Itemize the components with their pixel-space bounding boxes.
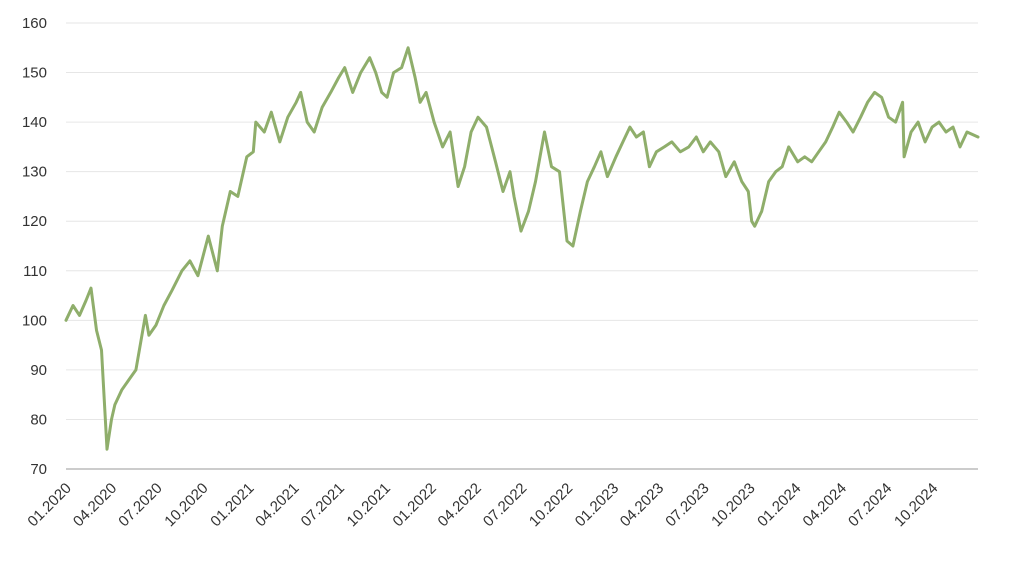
x-tick-label: 01.2023: [572, 480, 622, 530]
x-tick-label: 04.2024: [800, 480, 850, 530]
gridlines: [66, 22, 978, 420]
y-tick-label: 120: [22, 213, 47, 230]
y-tick-label: 110: [23, 263, 47, 280]
y-tick-label: 70: [30, 461, 47, 478]
y-tick-label: 90: [30, 362, 47, 379]
y-tick-label: 140: [22, 114, 47, 131]
y-tick-label: 130: [22, 164, 47, 181]
series: [64, 46, 980, 451]
x-tick-label: 01.2020: [24, 480, 74, 530]
x-tick-label: 01.2022: [390, 480, 440, 530]
series-line-0: [64, 46, 980, 451]
x-tick-label: 10.2024: [891, 480, 941, 530]
y-tick-label: 80: [30, 411, 47, 428]
x-tick-label: 10.2021: [344, 480, 394, 530]
y-tick-label: 160: [22, 15, 47, 32]
x-tick-label: 10.2023: [708, 480, 758, 530]
y-tick-label: 150: [22, 65, 47, 82]
x-tick-label: 04.2023: [617, 480, 667, 530]
x-tick-label: 01.2024: [754, 480, 804, 530]
x-tick-label: 04.2022: [435, 480, 485, 530]
x-tick-label: 07.2021: [298, 480, 348, 530]
x-axis-tick-labels: 01.202004.202007.202010.202001.202104.20…: [24, 480, 941, 530]
x-tick-label: 07.2020: [115, 480, 165, 530]
x-tick-label: 10.2020: [161, 480, 211, 530]
x-tick-label: 07.2024: [845, 480, 895, 530]
x-tick-label: 10.2022: [526, 480, 576, 530]
y-axis-tick-labels: 70 80 90 100 110 120 130 140 150 160: [22, 15, 47, 478]
x-tick-label: 07.2023: [662, 480, 712, 530]
x-tick-label: 04.2020: [70, 480, 120, 530]
x-tick-label: 07.2022: [480, 480, 530, 530]
x-tick-label: 04.2021: [252, 480, 302, 530]
x-tick-label: 01.2021: [207, 480, 257, 530]
y-tick-label: 100: [22, 312, 47, 329]
